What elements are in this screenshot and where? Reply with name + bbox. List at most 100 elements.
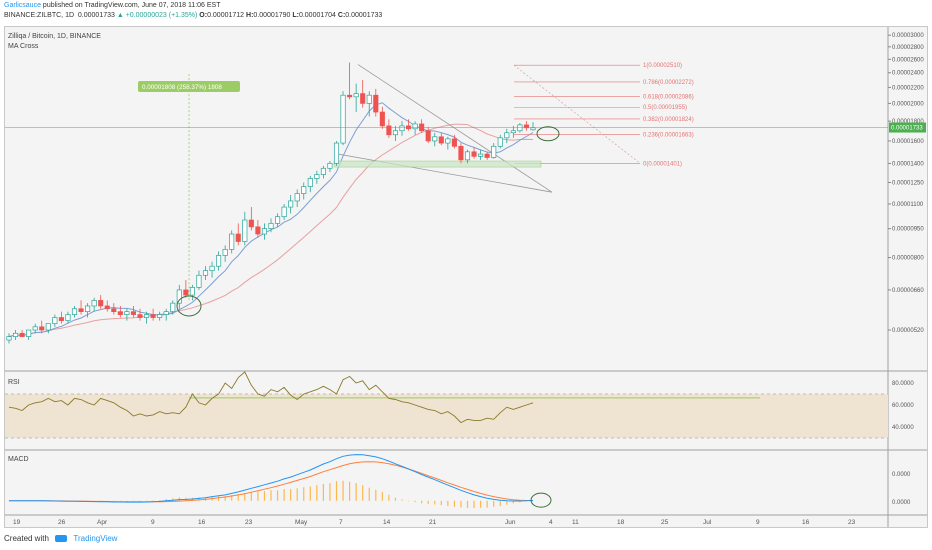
time-tick-label: 7 bbox=[339, 519, 343, 526]
chart-header: Garlicsauce published on TradingView.com… bbox=[0, 0, 932, 24]
candle bbox=[98, 300, 104, 307]
candle bbox=[6, 336, 12, 341]
fib-level-label: 1(0.00002510) bbox=[643, 63, 682, 69]
macd-histogram-bar bbox=[421, 500, 423, 504]
candle bbox=[451, 138, 457, 147]
ma-slow-line bbox=[8, 123, 534, 338]
candle bbox=[373, 94, 379, 113]
circle-annotation bbox=[536, 126, 560, 142]
candle bbox=[360, 93, 366, 104]
candle bbox=[130, 311, 137, 315]
rsi-band bbox=[5, 394, 888, 438]
macd-histogram-bar bbox=[466, 500, 469, 509]
macd-histogram-bar bbox=[145, 500, 148, 502]
price-tick-label: 0.00000660 bbox=[892, 288, 924, 294]
candle bbox=[32, 326, 38, 331]
price-tick-label: 0.00001250 bbox=[892, 180, 924, 186]
tradingview-logo-icon bbox=[55, 535, 68, 543]
candle bbox=[13, 332, 19, 337]
price-tick-label: 0.00000520 bbox=[892, 328, 924, 334]
wedge-upper-line bbox=[357, 64, 553, 193]
candle bbox=[327, 163, 333, 169]
candle bbox=[445, 138, 451, 144]
candle bbox=[275, 216, 281, 224]
macd-histogram-bar bbox=[224, 496, 226, 501]
candle bbox=[248, 219, 254, 228]
macd-histogram-bar bbox=[434, 500, 436, 505]
candle bbox=[71, 308, 78, 315]
macd-histogram-bar bbox=[309, 486, 311, 501]
fib-level-label: 0.236(0.00001663) bbox=[643, 132, 694, 138]
candle bbox=[117, 311, 123, 315]
fib-trend-line bbox=[513, 64, 641, 164]
rsi-tick-label: 40.0000 bbox=[892, 425, 914, 431]
price-tick-label: 0.00000950 bbox=[892, 227, 924, 233]
candle bbox=[144, 314, 150, 318]
candle bbox=[504, 132, 510, 139]
macd-tick-label: 0.0000 bbox=[892, 472, 911, 478]
chart-canvas[interactable]: 0.00003000 0.00002800 0.00002600 0.00002400… bbox=[0, 0, 932, 532]
time-tick-label: 16 bbox=[198, 519, 206, 526]
candle bbox=[530, 127, 536, 131]
created-with-text: Created with bbox=[4, 534, 49, 543]
candle bbox=[281, 206, 287, 218]
time-tick-label: Jul bbox=[703, 519, 712, 526]
wedge-lower-line bbox=[337, 153, 553, 193]
macd-histogram-bar bbox=[283, 489, 285, 501]
candle bbox=[491, 145, 497, 158]
time-tick-label: 18 bbox=[617, 519, 625, 526]
macd-line bbox=[9, 454, 534, 503]
candle bbox=[314, 174, 320, 179]
time-tick-label: 9 bbox=[151, 519, 155, 526]
time-tick-label: 11 bbox=[572, 519, 579, 526]
macd-histogram-bar bbox=[532, 500, 534, 502]
price-tick-label: 0.00002400 bbox=[892, 71, 924, 77]
close-value: 0.00001733 bbox=[345, 12, 383, 19]
macd-histogram-bar bbox=[263, 491, 266, 501]
candle bbox=[19, 332, 25, 337]
macd-histogram-bar bbox=[355, 483, 357, 501]
macd-histogram-bar bbox=[152, 500, 154, 502]
measure-label: 0.00001808 (258.37%) 1808 bbox=[142, 84, 222, 91]
candle bbox=[523, 124, 530, 129]
support-zone bbox=[333, 160, 542, 168]
macd-histogram-bar bbox=[119, 500, 121, 502]
time-tick-label: 21 bbox=[429, 519, 437, 526]
macd-histogram-bar bbox=[519, 500, 521, 503]
candle bbox=[464, 151, 471, 161]
macd-histogram-bar bbox=[493, 500, 495, 507]
indicator-label: MA Cross bbox=[8, 43, 39, 50]
candle bbox=[333, 142, 340, 164]
candle bbox=[229, 233, 235, 250]
candle bbox=[235, 233, 241, 242]
macd-histogram-bar bbox=[368, 487, 370, 501]
time-tick-label: Apr bbox=[97, 519, 108, 526]
macd-histogram-bar bbox=[244, 492, 246, 501]
macd-histogram-bar bbox=[388, 494, 390, 501]
candle bbox=[399, 125, 405, 132]
macd-histogram-bar bbox=[165, 498, 167, 501]
macd-histogram-bar bbox=[407, 500, 410, 502]
price-tick-label: 0.00003000 bbox=[892, 33, 924, 39]
fib-level-label: 0(0.00001401) bbox=[643, 161, 682, 167]
low-label: L: bbox=[292, 12, 299, 19]
last-price-badge bbox=[889, 122, 926, 133]
macd-histogram-bar bbox=[381, 492, 383, 501]
macd-histogram-bar bbox=[257, 491, 259, 501]
candle bbox=[137, 314, 143, 318]
tradingview-link[interactable]: TradingView bbox=[73, 534, 118, 543]
time-tick-label: 23 bbox=[848, 519, 856, 526]
macd-histogram-bar bbox=[480, 500, 482, 508]
candle bbox=[320, 167, 326, 175]
chart-frame[interactable] bbox=[4, 26, 928, 528]
candle bbox=[104, 305, 110, 310]
author-link[interactable]: Garlicsauce bbox=[4, 2, 41, 9]
macd-histogram-bar bbox=[506, 500, 508, 505]
macd-histogram-bar bbox=[329, 483, 331, 501]
macd-histogram-bar bbox=[231, 495, 233, 501]
price-tick-label: 0.00001100 bbox=[892, 202, 924, 208]
candle bbox=[497, 137, 503, 147]
candle bbox=[196, 274, 202, 288]
macd-histogram-bar bbox=[198, 497, 200, 501]
macd-histogram-bar bbox=[126, 500, 128, 502]
